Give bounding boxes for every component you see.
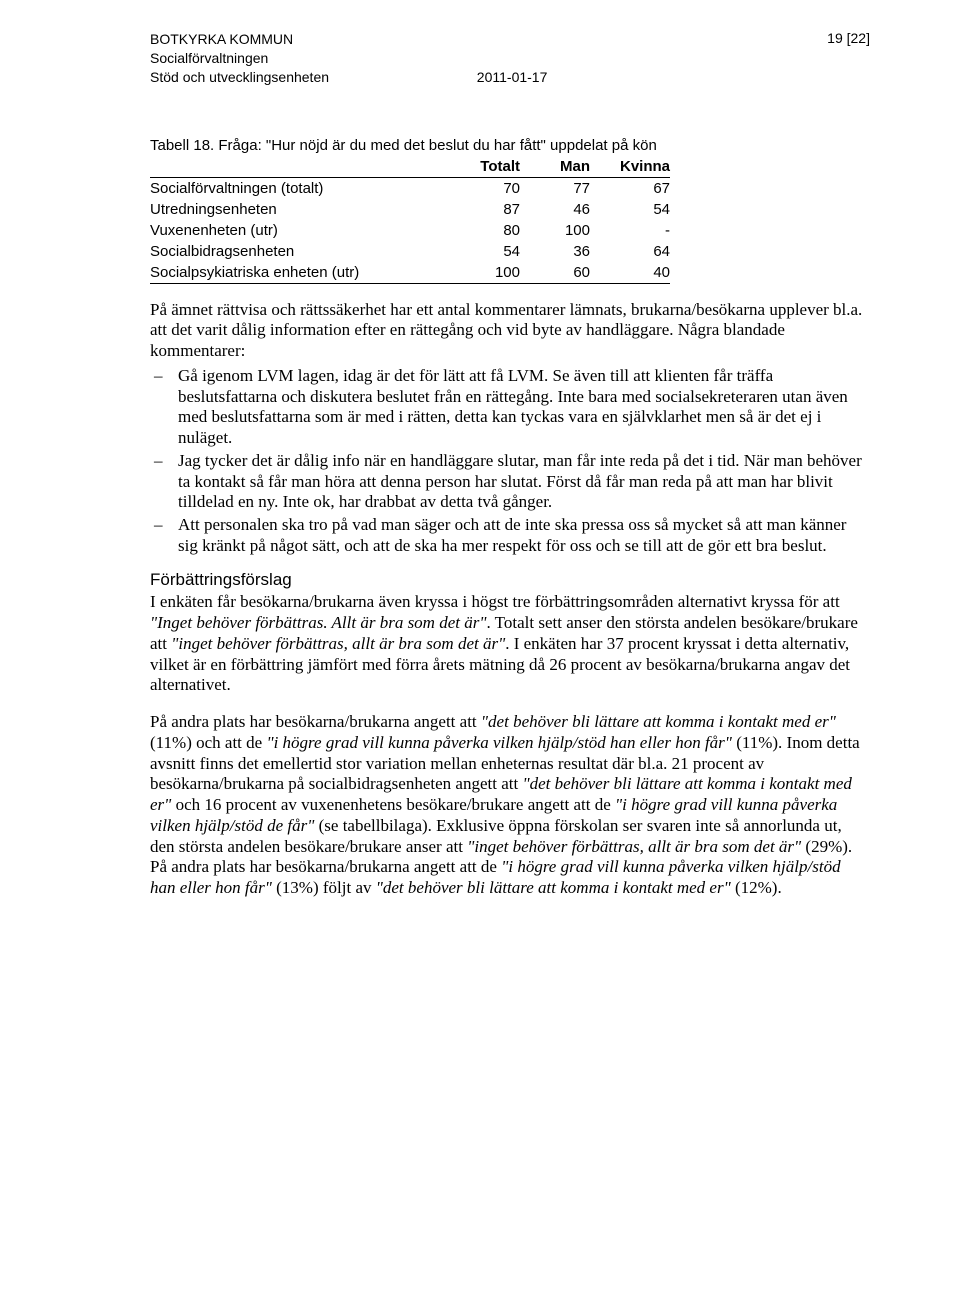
table-cell: 36 bbox=[520, 241, 590, 262]
italic-quote: "det behöver bli lättare att komma i kon… bbox=[376, 878, 731, 897]
header-dept2: Stöd och utvecklingsenheten bbox=[150, 69, 329, 85]
table-cell: 87 bbox=[440, 199, 520, 220]
italic-quote: "i högre grad vill kunna påverka vilken … bbox=[266, 733, 732, 752]
table-title: Tabell 18. Fråga: "Hur nöjd är du med de… bbox=[150, 137, 870, 154]
table-row: Socialpsykiatriska enheten (utr)1006040 bbox=[150, 262, 670, 284]
list-item: Gå igenom LVM lagen, idag är det för lät… bbox=[150, 366, 870, 449]
italic-quote: "inget behöver förbättras, allt är bra s… bbox=[171, 634, 505, 653]
table-body: Socialförvaltningen (totalt)707767Utredn… bbox=[150, 177, 670, 283]
header-dept1: Socialförvaltningen bbox=[150, 49, 547, 68]
italic-quote: "inget behöver förbättras, allt är bra s… bbox=[467, 837, 801, 856]
table-cell: 46 bbox=[520, 199, 590, 220]
table-head: TotaltManKvinna bbox=[150, 156, 670, 178]
table-cell: 100 bbox=[520, 220, 590, 241]
table-cell: Socialförvaltningen (totalt) bbox=[150, 177, 440, 199]
header-left: BOTKYRKA KOMMUN Socialförvaltningen Stöd… bbox=[150, 30, 547, 87]
text-run: På andra plats har besökarna/brukarna an… bbox=[150, 712, 481, 731]
section-heading: Förbättringsförslag bbox=[150, 570, 870, 590]
table-cell: 77 bbox=[520, 177, 590, 199]
page-header: BOTKYRKA KOMMUN Socialförvaltningen Stöd… bbox=[150, 30, 870, 87]
table-cell: Vuxenenheten (utr) bbox=[150, 220, 440, 241]
table-col-header: Totalt bbox=[440, 156, 520, 178]
table-row: Vuxenenheten (utr)80100- bbox=[150, 220, 670, 241]
table-row: Socialbidragsenheten543664 bbox=[150, 241, 670, 262]
table-cell: 60 bbox=[520, 262, 590, 284]
table-cell: 70 bbox=[440, 177, 520, 199]
table-row: Utredningsenheten874654 bbox=[150, 199, 670, 220]
intro-paragraph: På ämnet rättvisa och rättssäkerhet har … bbox=[150, 300, 870, 362]
text-run: I enkäten får besökarna/brukarna även kr… bbox=[150, 592, 840, 611]
header-right: 19 [22] bbox=[827, 30, 870, 87]
table-cell: 64 bbox=[590, 241, 670, 262]
italic-quote: "Inget behöver förbättras. Allt är bra s… bbox=[150, 613, 486, 632]
header-date: 2011-01-17 bbox=[477, 69, 548, 85]
improvement-para-2: På andra plats har besökarna/brukarna an… bbox=[150, 712, 870, 899]
table-cell: 100 bbox=[440, 262, 520, 284]
improvement-para-1: I enkäten får besökarna/brukarna även kr… bbox=[150, 592, 870, 696]
table-cell: Socialpsykiatriska enheten (utr) bbox=[150, 262, 440, 284]
table-col-header: Man bbox=[520, 156, 590, 178]
list-item: Att personalen ska tro på vad man säger … bbox=[150, 515, 870, 556]
page-container: BOTKYRKA KOMMUN Socialförvaltningen Stöd… bbox=[0, 0, 960, 945]
table-cell: 67 bbox=[590, 177, 670, 199]
page-number: 19 [22] bbox=[827, 30, 870, 46]
text-run: (12%). bbox=[731, 878, 782, 897]
table-row: Socialförvaltningen (totalt)707767 bbox=[150, 177, 670, 199]
header-org: BOTKYRKA KOMMUN bbox=[150, 30, 547, 49]
text-run: (13%) följt av bbox=[272, 878, 376, 897]
table-cell: Socialbidragsenheten bbox=[150, 241, 440, 262]
table-cell: - bbox=[590, 220, 670, 241]
table-col-header: Kvinna bbox=[590, 156, 670, 178]
text-run: (11%) och att de bbox=[150, 733, 266, 752]
comment-list: Gå igenom LVM lagen, idag är det för lät… bbox=[150, 366, 870, 557]
table-col-header bbox=[150, 156, 440, 178]
table-cell: 54 bbox=[590, 199, 670, 220]
table-cell: Utredningsenheten bbox=[150, 199, 440, 220]
data-table: TotaltManKvinna Socialförvaltningen (tot… bbox=[150, 156, 670, 284]
table-cell: 54 bbox=[440, 241, 520, 262]
table-cell: 40 bbox=[590, 262, 670, 284]
italic-quote: "det behöver bli lättare att komma i kon… bbox=[481, 712, 836, 731]
table-cell: 80 bbox=[440, 220, 520, 241]
list-item: Jag tycker det är dålig info när en hand… bbox=[150, 451, 870, 513]
header-dept2-date: Stöd och utvecklingsenheten 2011-01-17 bbox=[150, 68, 547, 87]
text-run: och 16 procent av vuxenenhetens besökare… bbox=[171, 795, 615, 814]
